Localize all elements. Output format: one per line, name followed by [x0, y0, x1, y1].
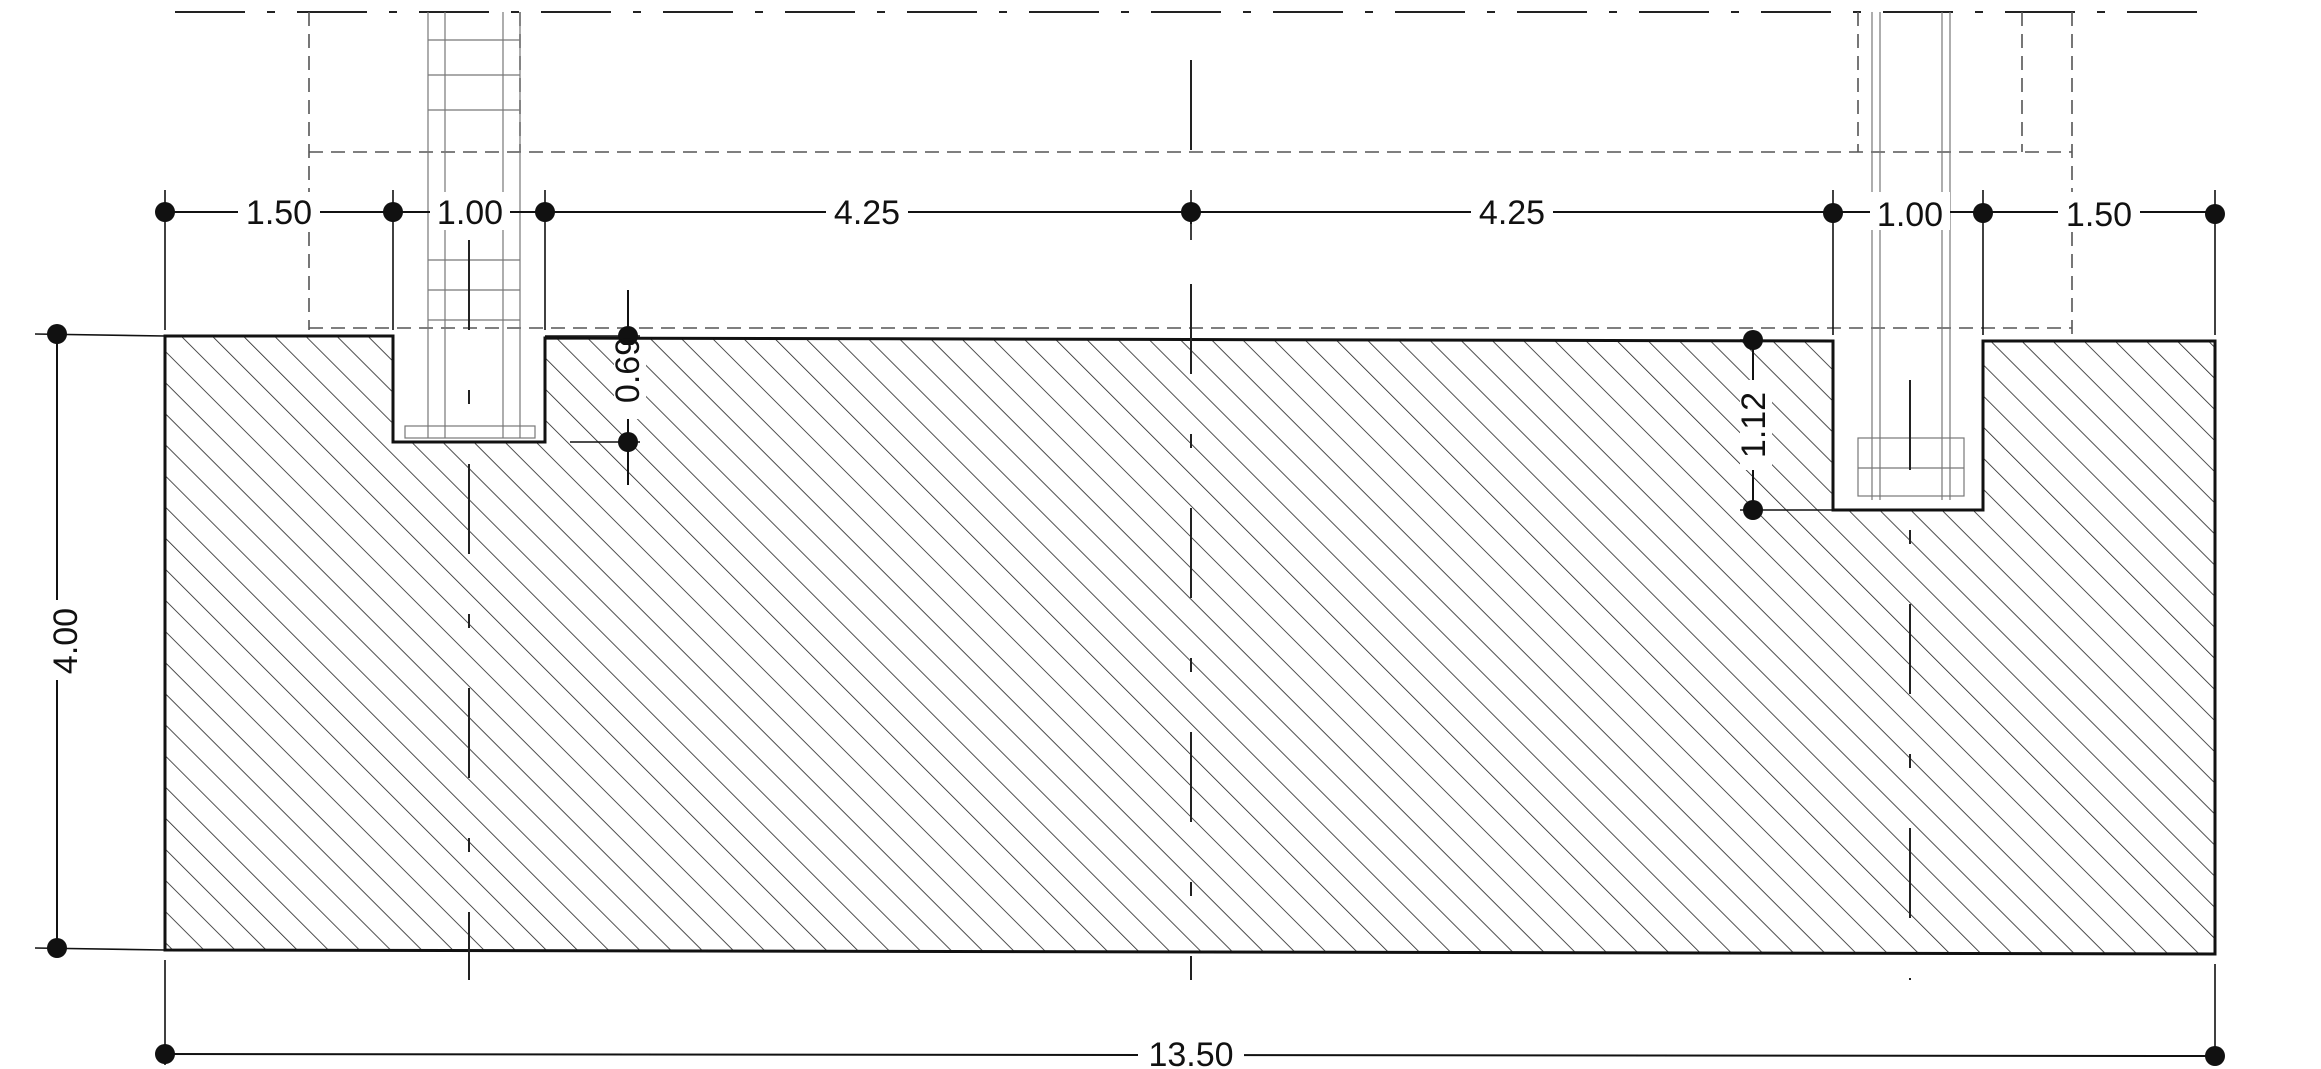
dim-left-overhang: 1.50	[246, 194, 312, 232]
dim-left-column-width: 1.00	[437, 194, 503, 232]
dim-left-pocket-depth: 0.69	[609, 337, 647, 403]
dim-overall-width: 13.50	[1148, 1036, 1233, 1069]
dim-right-span: 4.25	[1479, 194, 1545, 232]
footing-section	[163, 334, 2217, 956]
top-dimension-chain: 1.50 1.00 4.25 4.25 1.00 1.50	[155, 190, 2225, 335]
dim-right-column-width: 1.00	[1877, 196, 1943, 234]
dim-footing-height: 4.00	[47, 608, 85, 674]
overall-width-dimension: 13.50	[155, 960, 2225, 1069]
left-column	[404, 12, 536, 439]
left-pocket-depth-dimension: 0.69	[545, 290, 647, 485]
right-pocket-depth-dimension: 1.12	[1735, 330, 1834, 520]
dim-right-overhang: 1.50	[2066, 196, 2132, 234]
dim-right-pocket-depth: 1.12	[1735, 392, 1773, 458]
dim-left-span: 4.25	[834, 194, 900, 232]
height-dimension: 4.00	[34, 324, 166, 958]
